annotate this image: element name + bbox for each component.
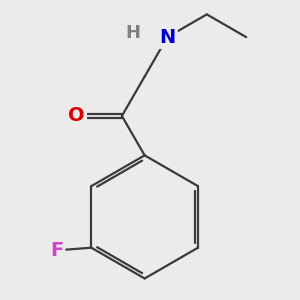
Text: N: N bbox=[159, 28, 176, 46]
Text: O: O bbox=[68, 106, 85, 125]
Text: F: F bbox=[50, 241, 63, 260]
Text: H: H bbox=[125, 24, 140, 42]
